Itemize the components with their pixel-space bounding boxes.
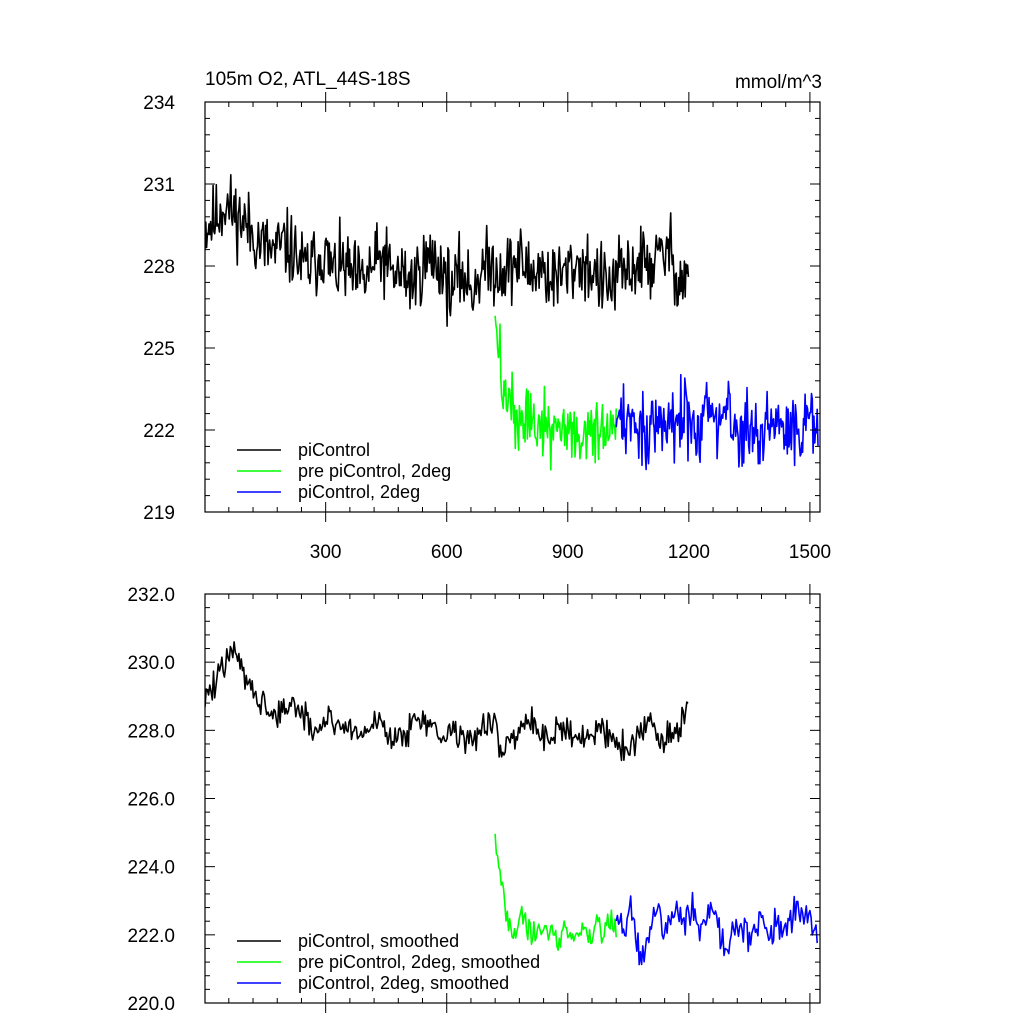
chart-title: 105m O2, ATL_44S-18S bbox=[205, 69, 411, 90]
legend-label: piControl, smoothed bbox=[298, 931, 459, 951]
x-tick-label: 900 bbox=[552, 542, 584, 563]
series-line-picontrol-smoothed bbox=[205, 641, 689, 762]
plot-frame bbox=[204, 101, 821, 513]
y-tick-label: 226.0 bbox=[127, 790, 175, 811]
series-line-pre-picontrol-2deg bbox=[494, 315, 617, 471]
bottom-chart-panel: 220.0 222.0 224.0 226.0 228.0 230.0 232.0 piCon… bbox=[127, 584, 821, 1015]
series-line-picontrol-2deg bbox=[615, 373, 819, 471]
legend-label: piControl, 2deg bbox=[298, 482, 420, 502]
legend-label: piControl bbox=[298, 440, 370, 460]
y-tick-label: 231 bbox=[143, 175, 175, 196]
y-tick-label: 222.0 bbox=[127, 926, 175, 947]
y-tick-label: 230.0 bbox=[127, 653, 175, 674]
series-line-picontrol-2deg-smoothed bbox=[615, 891, 818, 966]
legend-label: piControl, 2deg, smoothed bbox=[298, 973, 509, 993]
y-tick-label: 219 bbox=[143, 503, 175, 524]
y-tick-label: 228 bbox=[143, 257, 175, 278]
y-tick-label: 232.0 bbox=[127, 585, 175, 606]
x-tick-label: 300 bbox=[310, 542, 342, 563]
x-tick-label: 1500 bbox=[789, 542, 831, 563]
y-tick-label: 225 bbox=[143, 339, 175, 360]
legend-label: pre piControl, 2deg bbox=[298, 461, 451, 481]
y-tick-label: 228.0 bbox=[127, 721, 175, 742]
y-tick-label: 224.0 bbox=[127, 858, 175, 879]
series-line-picontrol bbox=[205, 174, 690, 327]
y-tick-label: 222 bbox=[143, 421, 175, 442]
y-tick-label: 234 bbox=[143, 93, 175, 114]
series-line-pre-picontrol-2deg-smoothed bbox=[494, 833, 617, 952]
y-tick-label: 220.0 bbox=[127, 994, 175, 1015]
legend-label: pre piControl, 2deg, smoothed bbox=[298, 952, 540, 972]
x-tick-label: 1200 bbox=[668, 542, 710, 563]
top-chart-panel: 219 222 225 228 231 234 300 600 900 1200 1500 piCon… bbox=[143, 92, 831, 563]
x-tick-label: 600 bbox=[431, 542, 463, 563]
units-label: mmol/m^3 bbox=[735, 72, 822, 93]
